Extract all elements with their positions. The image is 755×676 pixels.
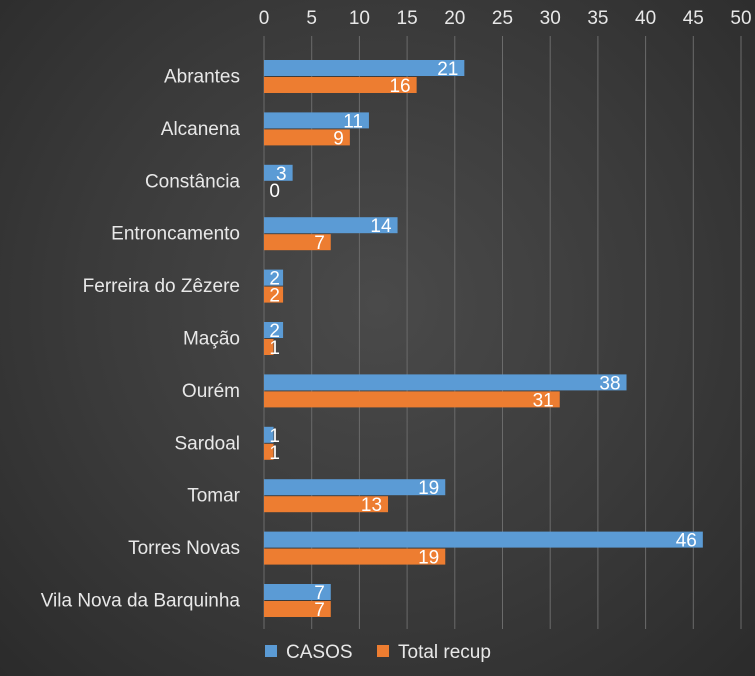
data-label: 2 bbox=[269, 269, 280, 290]
x-axis-ticks: 0 5 10 15 20 25 30 35 40 45 50 bbox=[259, 8, 752, 29]
data-label: 1 bbox=[269, 443, 280, 464]
bar-casos bbox=[264, 269, 284, 286]
data-label: 31 bbox=[533, 390, 554, 411]
legend-label-total-recup: Total recup bbox=[398, 642, 491, 663]
data-label: 2 bbox=[269, 321, 280, 342]
category-label: Ferreira do Zêzere bbox=[83, 276, 240, 297]
category-label: Abrantes bbox=[164, 67, 240, 88]
data-label: 2 bbox=[269, 286, 280, 307]
x-tick-label: 40 bbox=[635, 8, 656, 29]
bar-total-recup bbox=[264, 601, 331, 617]
category-label: Torres Novas bbox=[128, 538, 240, 559]
x-tick-label: 35 bbox=[587, 8, 608, 29]
data-label: 9 bbox=[333, 128, 344, 149]
bar-total-recup bbox=[264, 234, 331, 251]
bar-total-recup bbox=[264, 77, 417, 93]
data-label: 46 bbox=[676, 531, 697, 552]
bar-total-recup bbox=[264, 129, 350, 146]
bar-total-recup bbox=[264, 391, 560, 408]
category-label: Sardoal bbox=[175, 433, 241, 454]
data-label: 19 bbox=[418, 478, 439, 499]
bar-total-recup bbox=[264, 496, 389, 513]
x-tick-label: 25 bbox=[492, 8, 513, 29]
x-tick-label: 20 bbox=[444, 8, 465, 29]
category-label: Entroncamento bbox=[111, 224, 240, 245]
x-tick-label: 45 bbox=[683, 8, 704, 29]
data-label: 11 bbox=[343, 111, 363, 132]
legend-label-casos: CASOS bbox=[286, 642, 353, 663]
bar-casos bbox=[264, 60, 465, 76]
bar-total-recup bbox=[264, 548, 446, 565]
x-tick-label: 15 bbox=[397, 8, 418, 29]
bar-casos bbox=[264, 374, 627, 391]
bar-total-recup bbox=[264, 339, 274, 355]
x-tick-label: 50 bbox=[730, 8, 751, 29]
category-label: Vila Nova da Barquinha bbox=[41, 591, 241, 612]
bar-casos bbox=[264, 479, 446, 496]
data-label: 7 bbox=[314, 583, 325, 604]
data-label: 13 bbox=[361, 495, 382, 516]
category-axis: Abrantes Alcanena Constância Entroncamento F… bbox=[41, 67, 241, 612]
x-tick-label: 0 bbox=[259, 8, 270, 29]
bar-casos bbox=[264, 584, 331, 600]
bar-casos bbox=[264, 112, 369, 129]
data-label: 38 bbox=[599, 373, 620, 394]
data-label: 7 bbox=[314, 600, 325, 621]
data-label: 21 bbox=[437, 59, 458, 80]
data-label: 1 bbox=[269, 426, 280, 447]
data-label: 1 bbox=[269, 338, 280, 359]
legend: CASOS Total recup bbox=[265, 642, 491, 663]
data-label: 16 bbox=[389, 76, 410, 97]
bar-casos bbox=[264, 164, 293, 181]
category-label: Constância bbox=[145, 171, 240, 192]
bar-casos bbox=[264, 217, 398, 234]
bar-casos bbox=[264, 322, 284, 338]
bar-total-recup bbox=[264, 443, 274, 460]
category-label: Mação bbox=[183, 329, 240, 350]
legend-swatch-casos bbox=[265, 645, 277, 657]
data-label: 14 bbox=[370, 216, 392, 237]
data-label: 19 bbox=[418, 548, 439, 569]
data-label: 3 bbox=[276, 164, 287, 185]
data-label: 7 bbox=[314, 233, 325, 254]
x-tick-label: 5 bbox=[306, 8, 317, 29]
category-label: Alcanena bbox=[161, 119, 241, 140]
category-label: Ourém bbox=[182, 381, 240, 402]
bar-casos bbox=[264, 531, 703, 548]
bar-casos bbox=[264, 426, 274, 443]
data-label: 0 bbox=[269, 181, 280, 202]
x-tick-label: 10 bbox=[349, 8, 370, 29]
x-tick-label: 30 bbox=[540, 8, 561, 29]
legend-swatch-total-recup bbox=[377, 645, 389, 657]
category-label: Tomar bbox=[187, 486, 240, 507]
bar-total-recup bbox=[264, 286, 284, 303]
